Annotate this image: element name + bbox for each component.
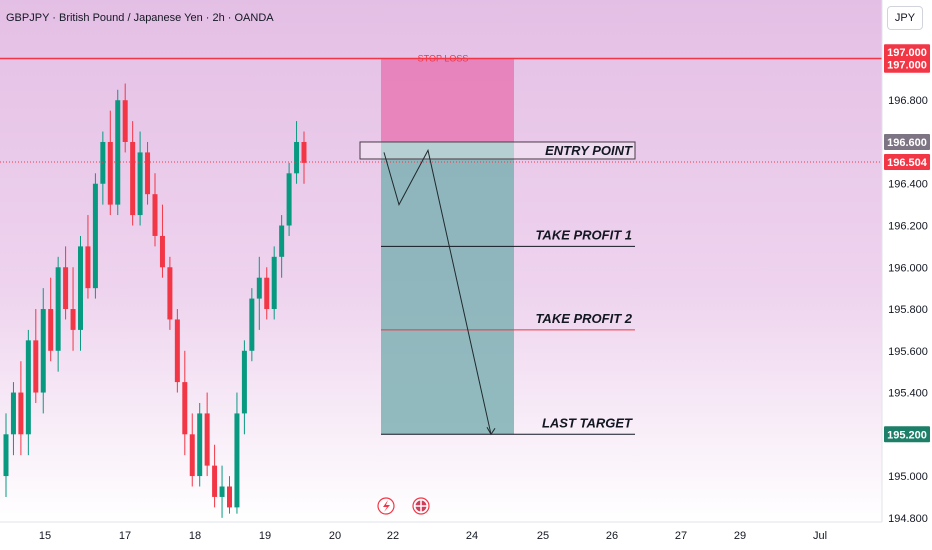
candle-body: [301, 141, 307, 163]
price-tag-label: 196.600: [887, 137, 927, 149]
candle-body: [18, 392, 24, 435]
candle-body: [107, 141, 113, 205]
candle-body: [85, 246, 91, 289]
x-tick-label: 26: [606, 530, 618, 542]
price-tag: [884, 44, 930, 61]
x-tick-label: 15: [39, 530, 51, 542]
candle-body: [78, 246, 83, 330]
y-tick-label: 195.000: [888, 471, 928, 483]
y-tick-label: 194.800: [888, 513, 928, 525]
candle-body: [189, 434, 195, 477]
y-tick-label: 195.400: [888, 388, 928, 400]
x-tick-label: 27: [675, 530, 687, 542]
candle-body: [130, 141, 136, 216]
y-tick-label: 196.400: [888, 179, 928, 191]
price-tag: [884, 426, 930, 443]
candle-body: [256, 277, 262, 299]
candle-body: [286, 173, 292, 226]
candle-body: [294, 141, 300, 174]
candle-body: [25, 340, 31, 435]
y-tick-label: 196.200: [888, 221, 928, 233]
candle-body: [167, 267, 173, 320]
candle-body: [271, 256, 277, 310]
candle-body: [63, 267, 69, 310]
candle-body: [115, 100, 121, 205]
candle-body: [279, 225, 285, 257]
stop-loss-zone: [381, 58, 514, 142]
candle-body: [182, 382, 188, 435]
candle-body: [204, 413, 210, 466]
time-axis-panel: [0, 522, 882, 550]
candle-body: [33, 340, 39, 393]
last-target-label: LAST TARGET: [542, 415, 633, 430]
candle-body: [137, 152, 143, 216]
lightning-glyph: [383, 500, 390, 512]
candle-body: [92, 183, 98, 289]
y-tick-label: 195.600: [888, 346, 928, 358]
candle-body: [212, 465, 218, 497]
take-profit-zone: [381, 141, 514, 435]
price-tag: [884, 133, 930, 150]
candle-body: [174, 319, 180, 383]
x-tick-label: 19: [259, 530, 271, 542]
candle-body: [249, 298, 255, 351]
stop-loss-label: STOP LOSS: [418, 53, 469, 63]
candle-body: [100, 141, 106, 184]
symbol-title: GBPJPY · British Pound / Japanese Yen · …: [6, 12, 274, 24]
x-tick-label: 20: [329, 530, 341, 542]
x-tick-label: 17: [119, 530, 131, 542]
candle-body: [122, 100, 128, 142]
candle-body: [241, 350, 247, 414]
y-tick-label: 196.800: [888, 95, 928, 107]
currency-button[interactable]: JPY: [887, 6, 923, 30]
price-tag-label: 197.000: [887, 60, 927, 72]
projected-path: [383, 148, 492, 435]
price-tag-label: 197.000: [887, 47, 927, 59]
entry-point-label: ENTRY POINT: [545, 143, 633, 158]
x-tick-label: 24: [466, 530, 478, 542]
y-tick-label: 195.800: [888, 304, 928, 316]
candle-body: [48, 309, 54, 351]
candle-body: [159, 235, 165, 268]
candle-body: [152, 194, 158, 236]
x-tick-label: Jul: [813, 530, 827, 542]
price-tag: [884, 154, 930, 171]
candle-body: [145, 152, 151, 195]
y-tick-label: 196.000: [888, 262, 928, 274]
candle-body: [10, 392, 16, 435]
x-tick-label: 25: [537, 530, 549, 542]
x-tick-label: 22: [387, 530, 399, 542]
x-tick-label: 29: [734, 530, 746, 542]
candle-body: [197, 413, 203, 477]
candle-body: [234, 413, 240, 508]
candle-body: [264, 277, 270, 310]
candle-body: [227, 486, 232, 508]
candle-body: [40, 309, 46, 393]
take-profit-1-label: TAKE PROFIT 1: [535, 227, 632, 242]
candle-body: [55, 267, 61, 351]
candle-body: [70, 309, 76, 330]
price-tag-label: 195.200: [887, 429, 927, 441]
take-profit-2-label: TAKE PROFIT 2: [535, 311, 632, 326]
x-tick-label: 18: [189, 530, 201, 542]
candle-body: [219, 486, 225, 497]
price-tag: [884, 56, 930, 73]
candle-body: [3, 434, 9, 477]
price-axis-panel: [882, 0, 932, 550]
price-tag-label: 196.504: [887, 157, 928, 169]
projected-arrowhead: [486, 427, 496, 436]
